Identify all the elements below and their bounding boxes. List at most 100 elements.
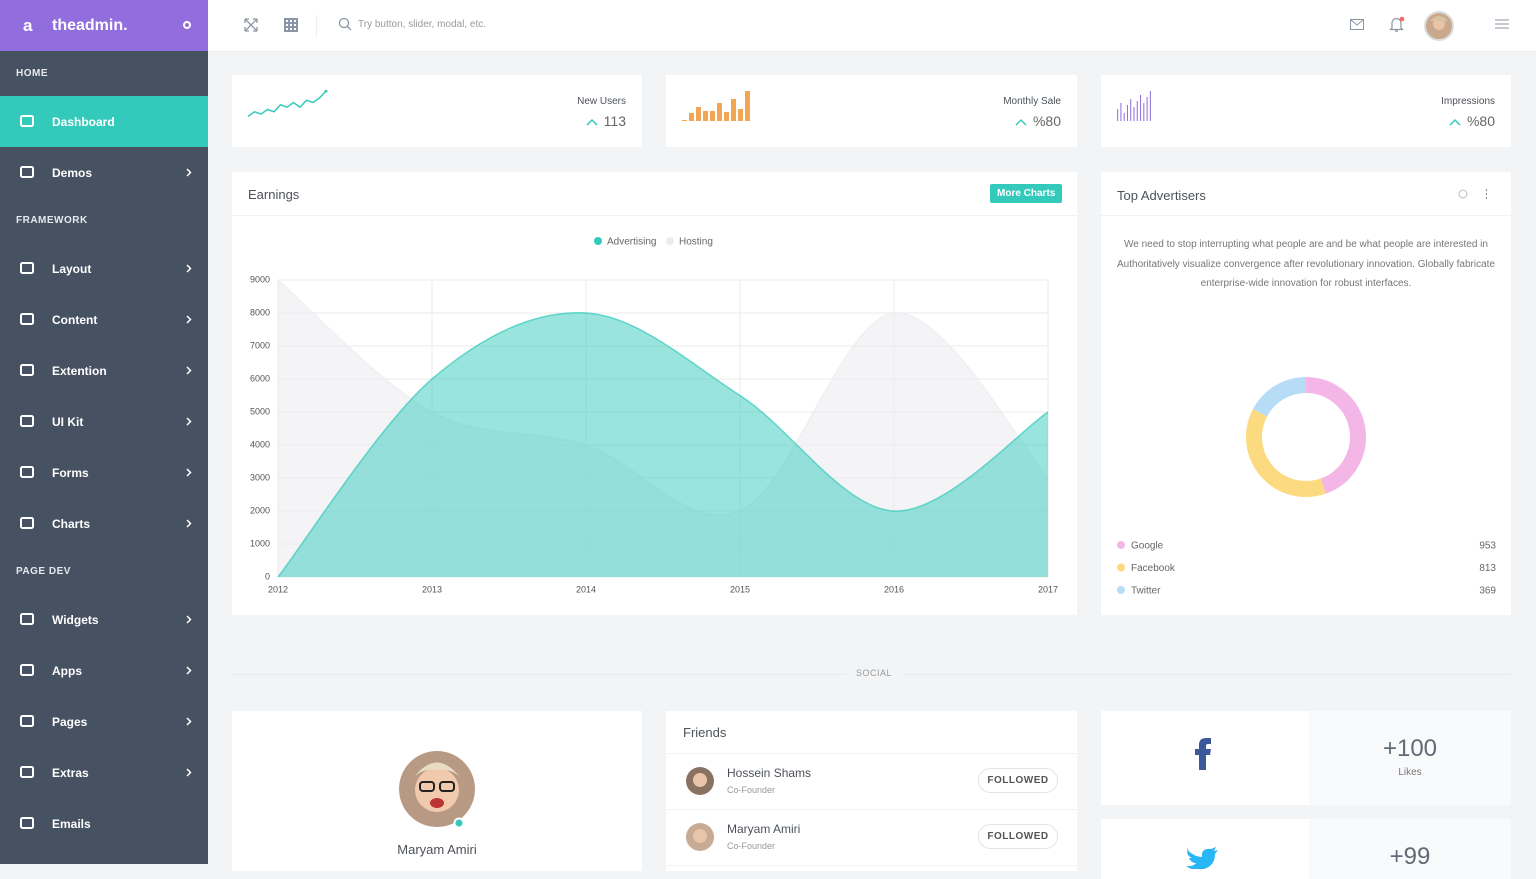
arrow-shape <box>586 118 598 126</box>
fullscreen-icon[interactable] <box>244 18 258 32</box>
nav-icon <box>20 766 34 778</box>
chevron <box>186 468 192 477</box>
profile-avatar <box>399 751 475 829</box>
nav-label: Demos <box>52 165 93 180</box>
brand-toggle[interactable] <box>182 20 192 30</box>
icon-shape <box>20 364 34 376</box>
legend-label: Facebook <box>1131 563 1176 574</box>
legend-value: 813 <box>1479 563 1496 574</box>
icon-shape <box>20 766 34 778</box>
friend-name: Maryam Amiri <box>727 822 801 836</box>
y-tick-label: 7000 <box>250 340 270 350</box>
y-tick-label: 9000 <box>250 274 270 284</box>
divider <box>316 15 317 37</box>
search-icon[interactable] <box>338 17 352 31</box>
nav-item[interactable]: Widgets <box>0 594 208 645</box>
stat-label: New Users <box>577 96 626 107</box>
arrow-shape <box>1449 118 1461 126</box>
profile-card: Maryam Amiri <box>232 711 642 871</box>
card-actions[interactable] <box>1457 188 1487 200</box>
chevron <box>186 315 192 324</box>
nav-item[interactable]: Emails <box>0 798 208 849</box>
sparkline <box>682 91 750 121</box>
brand[interactable]: a theadmin. <box>0 0 208 51</box>
nav-item[interactable]: Content <box>0 294 208 345</box>
x-tick-label: 2016 <box>884 584 904 594</box>
nav-item[interactable]: Extras <box>0 747 208 798</box>
search-input[interactable]: Try button, slider, modal, etc. <box>358 19 487 30</box>
sparkline-line <box>247 90 327 118</box>
trend-arrow <box>1015 118 1027 126</box>
legend-item[interactable]: Advertising <box>594 237 656 248</box>
legend-swatch <box>1117 586 1125 594</box>
legend-label: Google <box>1131 541 1164 552</box>
nav-icon <box>20 715 34 727</box>
nav-item[interactable]: Demos <box>0 147 208 198</box>
friend-avatar <box>686 823 714 851</box>
legend-swatch <box>1117 541 1125 549</box>
trend-arrow <box>586 118 598 126</box>
twitter-card[interactable] <box>1101 819 1309 879</box>
sparkline-bar <box>724 112 729 121</box>
follow-button[interactable]: FOLLOWED <box>978 824 1058 849</box>
nav-item[interactable]: Apps <box>0 645 208 696</box>
apps-icon[interactable] <box>284 18 298 32</box>
more-charts-button[interactable]: More Charts <box>990 184 1063 203</box>
profile-name: Maryam Amiri <box>397 842 477 857</box>
section-label: PAGE DEV <box>16 566 71 577</box>
chevron <box>186 666 192 675</box>
icon-shape <box>20 415 34 427</box>
sparkline-bar <box>717 103 722 121</box>
earnings-card: Earnings More Charts 0 1000 2000 3000 4000 50… <box>232 172 1077 615</box>
legend-label: Twitter <box>1131 586 1161 597</box>
menu-icon[interactable] <box>1495 19 1509 31</box>
friend-role: Co-Founder <box>727 841 776 851</box>
nav-item[interactable]: Forms <box>0 447 208 498</box>
stat-card: Monthly Sale %80 <box>666 75 1077 147</box>
nav-label: Apps <box>52 663 82 678</box>
y-tick-label: 2000 <box>250 505 270 515</box>
nav-icon <box>20 664 34 676</box>
facebook-card[interactable] <box>1101 711 1309 805</box>
icon-shape <box>20 466 34 478</box>
nav-item[interactable]: Charts <box>0 498 208 549</box>
icon-shape <box>20 262 34 274</box>
nav-icon <box>20 817 34 829</box>
friend-name: Hossein Shams <box>727 766 812 780</box>
chevron <box>186 717 192 726</box>
user-avatar[interactable] <box>1424 11 1454 41</box>
advertisers-card: Top Advertisers We need to stop interrup… <box>1101 172 1511 615</box>
chevron-shape <box>186 366 192 375</box>
nav-item[interactable]: Dashboard <box>0 96 208 147</box>
stat-label: Monthly Sale <box>1003 96 1061 107</box>
legend-item[interactable]: Hosting <box>666 237 713 248</box>
icon-shape <box>20 313 34 325</box>
sparkline-bar <box>745 91 750 121</box>
stat-value: 113 <box>603 113 626 129</box>
sparkline <box>247 90 328 118</box>
nav-item[interactable]: Extention <box>0 345 208 396</box>
y-tick-label: 3000 <box>250 472 270 482</box>
sparkline-bar <box>682 120 687 121</box>
area-line <box>277 312 1049 578</box>
nav-item[interactable]: Layout <box>0 243 208 294</box>
y-tick-label: 5000 <box>250 406 270 416</box>
sidebar: a theadmin. HOME Dashboard Demos FRAMEWORK L… <box>0 0 208 864</box>
follow-button[interactable]: FOLLOWED <box>978 768 1058 793</box>
y-tick-label: 6000 <box>250 373 270 383</box>
mail-icon[interactable] <box>1350 19 1364 31</box>
nav-item[interactable]: UI Kit <box>0 396 208 447</box>
nav-item[interactable]: Pages <box>0 696 208 747</box>
icon-shape <box>20 115 34 127</box>
description: We need to stop interrupting what people… <box>1117 239 1495 289</box>
notification-icon[interactable] <box>1389 16 1405 33</box>
y-tick-label: 0 <box>265 571 270 581</box>
sparkline-bar <box>1146 97 1148 121</box>
section-label: FRAMEWORK <box>16 215 88 226</box>
x-tick-label: 2017 <box>1038 584 1058 594</box>
nav-label: Forms <box>52 465 89 480</box>
sparkline-bar <box>689 113 694 121</box>
x-tick-label: 2015 <box>730 584 750 594</box>
icon-shape <box>20 613 34 625</box>
